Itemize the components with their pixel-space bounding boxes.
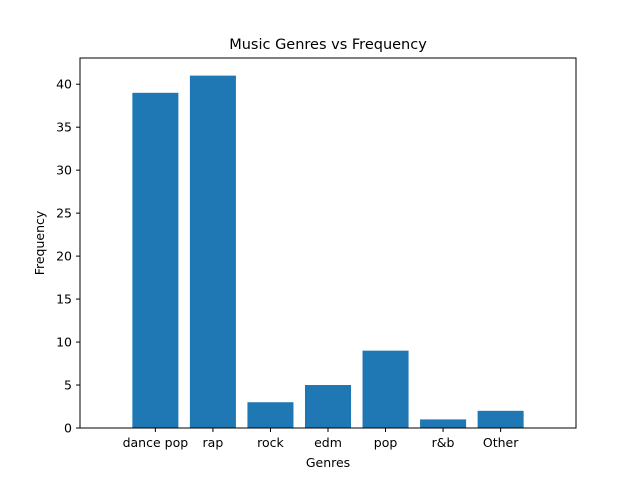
x-axis-label: Genres xyxy=(306,455,350,470)
x-tick-label: r&b xyxy=(432,435,455,450)
y-axis-ticks: 0 5 10 15 20 25 30 35 40 xyxy=(56,77,80,436)
chart-title: Music Genres vs Frequency xyxy=(229,37,427,53)
x-axis-ticks: dance pop rap rock edm pop r&b Other xyxy=(123,428,519,450)
y-tick-label: 40 xyxy=(56,77,72,92)
x-tick-label: pop xyxy=(374,435,398,450)
plot-frame xyxy=(79,57,577,429)
y-tick-label: 0 xyxy=(64,421,72,436)
x-tick-label: rap xyxy=(203,435,224,450)
x-tick-label: edm xyxy=(314,435,342,450)
bars-group xyxy=(132,75,524,429)
y-tick-label: 10 xyxy=(56,335,72,350)
y-tick-label: 35 xyxy=(56,120,72,135)
x-tick-label: Other xyxy=(483,435,519,450)
bar-edm xyxy=(304,385,352,428)
bar-dance-pop xyxy=(132,92,179,429)
x-tick-label: rock xyxy=(257,435,284,450)
bar-other xyxy=(477,410,524,428)
bar-pop xyxy=(362,350,409,428)
y-tick-label: 30 xyxy=(56,163,72,178)
x-tick-label: dance pop xyxy=(123,435,189,450)
y-axis-label: Frequency xyxy=(32,210,47,275)
y-tick-label: 20 xyxy=(56,249,72,264)
y-tick-label: 25 xyxy=(56,206,72,221)
bar-r-b xyxy=(420,419,467,428)
bar-rap xyxy=(189,75,236,428)
y-tick-label: 5 xyxy=(64,378,72,393)
y-tick-label: 15 xyxy=(56,292,72,307)
bar-rock xyxy=(247,402,294,428)
